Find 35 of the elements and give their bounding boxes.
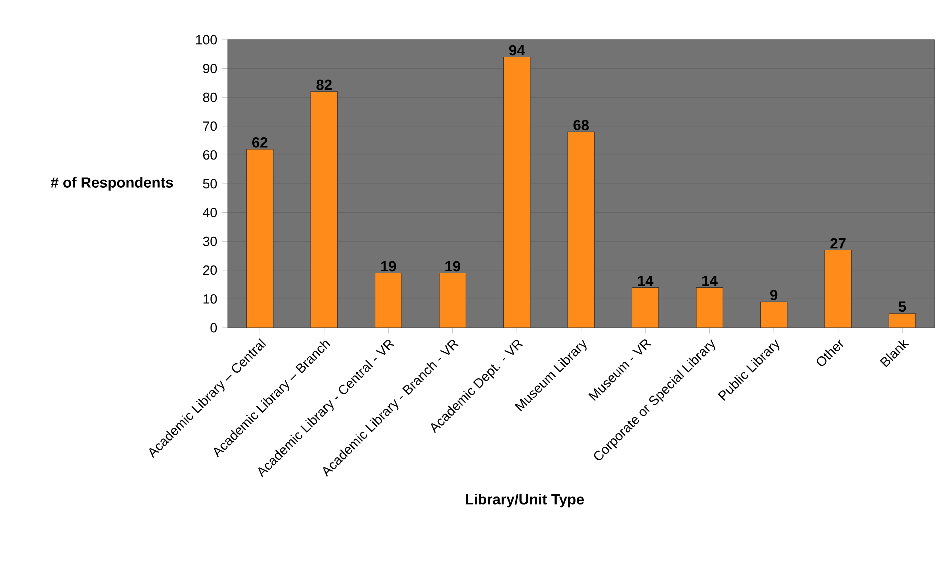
y-tick-label: 30	[203, 236, 218, 246]
y-tick-label: 50	[203, 179, 218, 189]
y-axis-title: # of Respondents	[51, 177, 174, 191]
data-label: 5	[898, 302, 906, 312]
y-tick-label: 40	[203, 208, 218, 218]
bar	[246, 149, 274, 328]
bar	[375, 273, 402, 328]
y-tick-label: 100	[196, 35, 218, 45]
x-axis-title: Library/Unit Type	[466, 494, 584, 508]
bar	[503, 57, 531, 328]
data-label: 9	[770, 290, 778, 300]
y-tick-label: 20	[203, 266, 218, 276]
bar	[824, 250, 852, 328]
data-label: 19	[446, 261, 460, 272]
data-label: 14	[702, 276, 718, 286]
bar	[310, 92, 338, 328]
bar	[439, 273, 466, 328]
bar	[696, 287, 724, 328]
y-tick-label: 90	[203, 64, 218, 74]
bar	[760, 302, 788, 328]
bar	[888, 313, 916, 328]
data-label: 94	[509, 45, 526, 56]
data-label: 68	[574, 120, 590, 131]
data-label: 19	[381, 261, 396, 272]
data-label: 14	[638, 276, 654, 286]
bar	[632, 287, 660, 328]
y-tick-label: 0	[210, 323, 218, 333]
y-tick-label: 60	[203, 150, 218, 160]
bar	[568, 132, 595, 328]
y-tick-label: 70	[203, 122, 218, 132]
data-label: 82	[316, 80, 332, 90]
data-label: 62	[252, 137, 268, 148]
y-tick-label: 80	[203, 92, 218, 102]
y-tick-label: 10	[204, 294, 218, 304]
data-label: 27	[830, 238, 846, 249]
